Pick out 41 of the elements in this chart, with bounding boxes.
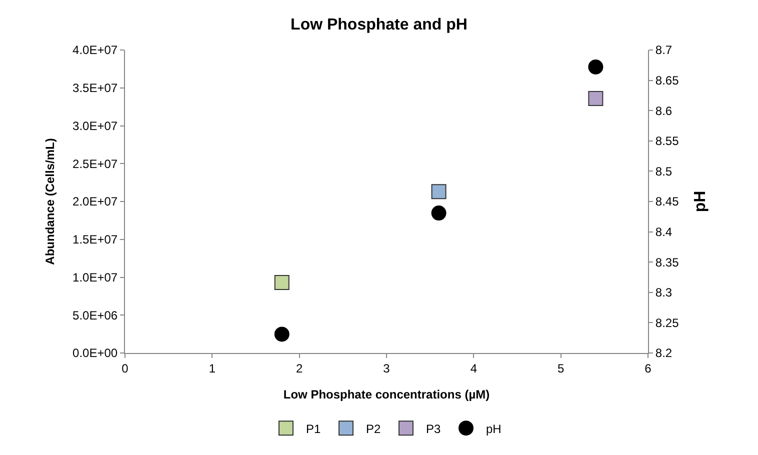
y-tick-label: 2.0E+07 [72,194,118,209]
legend-label: pH [486,422,502,436]
x-tick-label: 6 [644,361,652,376]
y2-tick-label: 8.6 [655,104,672,118]
point [274,275,290,290]
x-tick-label: 0 [122,361,129,376]
point [431,184,446,200]
x-tick-label: 4 [470,361,478,376]
legend-label: P3 [426,422,442,436]
chart-title: Low Phosphate and pH [290,16,468,34]
point [431,206,446,221]
y2-tick-label: 8.5 [655,164,672,178]
legend-label: P2 [366,422,382,436]
y-tick-label: 1.0E+07 [72,270,118,284]
y-tick-label: 0.0E+00 [72,346,118,360]
y2-tick-label: 8.4 [655,225,672,239]
y-tick-label: 2.5E+07 [72,156,118,171]
y-axis-title: Abundance (Cells/mL) [42,138,57,265]
x-axis-title: Low Phosphate concentrations (µM) [283,387,490,402]
x-tick-label: 3 [383,361,390,376]
y-tick-label: 3.5E+07 [72,81,118,96]
x-tick-label: 5 [557,361,564,376]
y2-axis-title: pH [692,190,709,212]
y-tick-label: 4.0E+07 [72,43,118,58]
y2-tick-label: 8.65 [655,74,680,88]
y2-tick-label: 8.3 [655,286,672,300]
point [588,59,604,74]
y2-tick-label: 8.25 [655,316,680,330]
x-tick-label: 1 [208,361,216,376]
y2-tick-label: 8.7 [655,43,672,58]
point [588,90,604,106]
y-tick-label: 1.5E+07 [72,232,118,247]
y2-tick-label: 8.35 [655,255,680,270]
y-tick-label: 3.0E+07 [72,118,118,133]
legend-label: P1 [306,422,322,436]
y-tick-label: 5.0E+06 [72,308,118,322]
point [274,326,290,342]
y2-tick-label: 8.2 [655,346,672,360]
y2-tick-label: 8.45 [655,194,680,209]
y2-tick-label: 8.55 [655,134,680,148]
x-tick-label: 2 [296,361,303,376]
